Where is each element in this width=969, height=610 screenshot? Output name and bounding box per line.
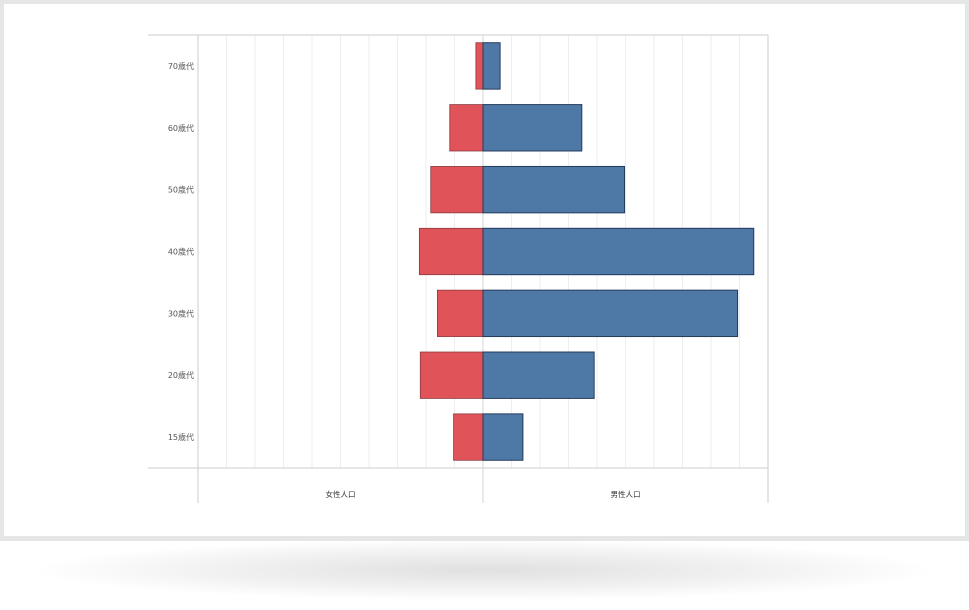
bar-male-1 xyxy=(482,104,583,152)
bar-female-6 xyxy=(453,413,484,461)
category-label: 50歳代 xyxy=(168,185,194,195)
category-label: 15歳代 xyxy=(168,432,194,442)
bar-female-2 xyxy=(430,166,484,214)
axis-title-male: 男性人口 xyxy=(611,489,641,499)
frame-shadow xyxy=(40,540,929,600)
bars xyxy=(418,42,755,461)
bar-female-1 xyxy=(449,104,484,152)
bar-female-0 xyxy=(475,42,484,90)
bar-male-6 xyxy=(482,413,524,461)
category-label: 70歳代 xyxy=(168,61,194,71)
category-label: 60歳代 xyxy=(168,123,194,133)
bar-male-4 xyxy=(482,289,739,338)
category-label: 40歳代 xyxy=(168,247,194,257)
bar-female-3 xyxy=(418,227,484,276)
bar-female-5 xyxy=(419,351,484,399)
bar-male-3 xyxy=(482,227,755,276)
bar-male-5 xyxy=(482,351,595,399)
category-label: 30歳代 xyxy=(168,308,194,318)
bar-male-2 xyxy=(482,165,626,214)
bar-male-0 xyxy=(482,42,501,90)
category-label: 20歳代 xyxy=(168,370,194,380)
axis-title-female: 女性人口 xyxy=(326,489,356,499)
bar-female-4 xyxy=(436,289,484,337)
